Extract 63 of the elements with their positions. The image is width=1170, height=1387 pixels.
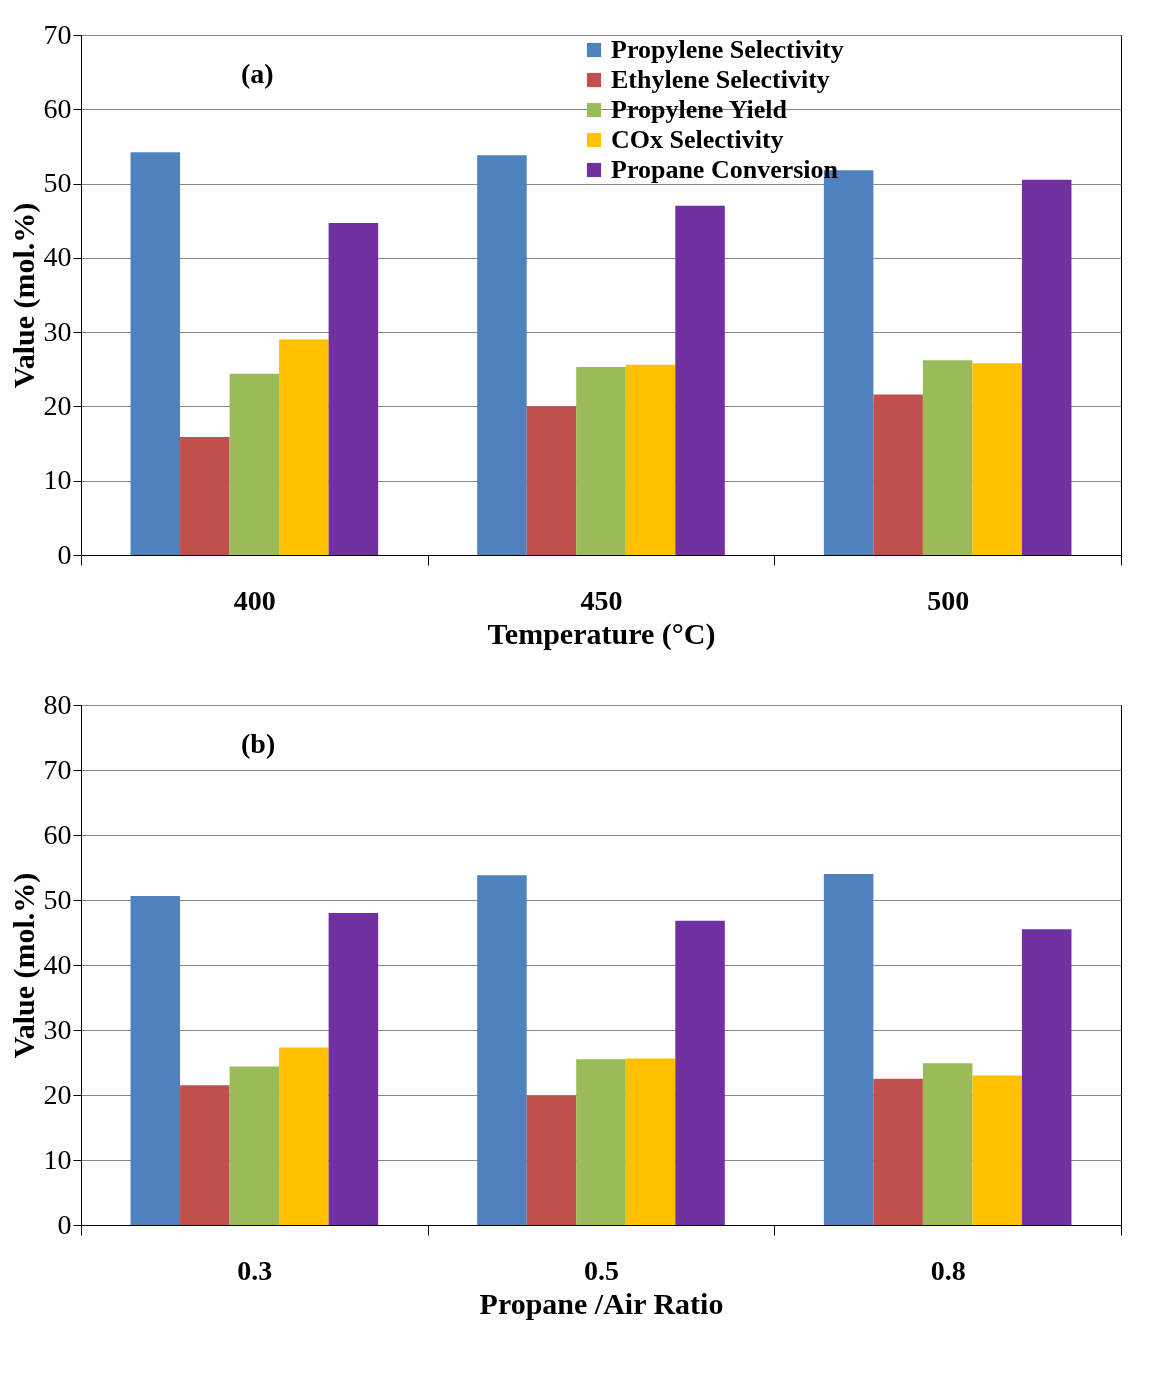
x-tick-label: 500 bbox=[927, 584, 970, 616]
y-tick-label: 40 bbox=[43, 241, 72, 273]
bar bbox=[180, 1085, 230, 1225]
annotation: (b) bbox=[241, 728, 276, 759]
bar bbox=[675, 920, 725, 1225]
bar bbox=[972, 363, 1022, 555]
bar bbox=[922, 360, 973, 555]
y-tick-label: 80 bbox=[43, 688, 72, 720]
bar bbox=[576, 367, 626, 555]
x-tick-label: 0.8 bbox=[930, 1254, 966, 1286]
x-tick-label: 400 bbox=[233, 584, 276, 616]
bar bbox=[922, 1063, 973, 1225]
y-tick-label: 20 bbox=[43, 389, 72, 421]
y-tick-label: 30 bbox=[43, 1013, 72, 1045]
bar bbox=[328, 913, 379, 1225]
x-tick-label: 450 bbox=[580, 584, 623, 616]
y-axis-title: Value (mol.%) bbox=[6, 202, 41, 389]
y-tick-label: 50 bbox=[43, 167, 72, 199]
bar bbox=[279, 1047, 329, 1225]
bar bbox=[477, 875, 527, 1225]
y-tick-label: 0 bbox=[57, 1208, 72, 1240]
bar bbox=[873, 394, 923, 555]
bar bbox=[576, 1059, 626, 1225]
bar bbox=[873, 1078, 923, 1225]
legend-label: COx Selectivity bbox=[611, 125, 784, 154]
bar bbox=[1021, 179, 1072, 555]
bar bbox=[180, 436, 230, 555]
legend-label: Propylene Selectivity bbox=[611, 35, 844, 64]
legend-label: Propane Conversion bbox=[611, 155, 839, 184]
y-tick-label: 40 bbox=[43, 948, 72, 980]
bar bbox=[229, 1066, 280, 1225]
bar bbox=[526, 1095, 577, 1225]
bar bbox=[477, 155, 527, 555]
bar bbox=[229, 373, 280, 555]
legend-label: Ethylene Selectivity bbox=[611, 65, 830, 94]
y-tick-label: 70 bbox=[43, 18, 72, 50]
y-tick-label: 10 bbox=[43, 1143, 72, 1175]
annotation: (a) bbox=[241, 58, 274, 89]
bar bbox=[526, 406, 577, 555]
y-tick-label: 0 bbox=[57, 538, 72, 570]
y-axis-title: Value (mol.%) bbox=[6, 872, 41, 1059]
bar bbox=[279, 339, 329, 555]
legend-label: Propylene Yield bbox=[611, 95, 788, 124]
bar bbox=[625, 1058, 676, 1225]
bar bbox=[675, 205, 725, 555]
y-tick-label: 30 bbox=[43, 315, 72, 347]
y-tick-label: 50 bbox=[43, 883, 72, 915]
y-tick-label: 60 bbox=[43, 92, 72, 124]
x-tick-label: 0.5 bbox=[584, 1254, 619, 1286]
x-axis-title: Temperature (°C) bbox=[487, 616, 716, 651]
bar bbox=[328, 222, 379, 555]
x-axis-title: Propane /Air Ratio bbox=[479, 1286, 724, 1320]
y-tick-label: 10 bbox=[43, 464, 72, 496]
bar bbox=[625, 364, 676, 555]
x-tick-label: 0.3 bbox=[237, 1254, 273, 1286]
y-tick-label: 60 bbox=[43, 818, 72, 850]
bar bbox=[972, 1075, 1022, 1225]
bar bbox=[1021, 929, 1072, 1225]
y-tick-label: 20 bbox=[43, 1078, 72, 1110]
bar bbox=[130, 896, 181, 1225]
bar bbox=[130, 152, 181, 555]
bar bbox=[823, 874, 874, 1225]
y-tick-label: 70 bbox=[43, 753, 72, 785]
